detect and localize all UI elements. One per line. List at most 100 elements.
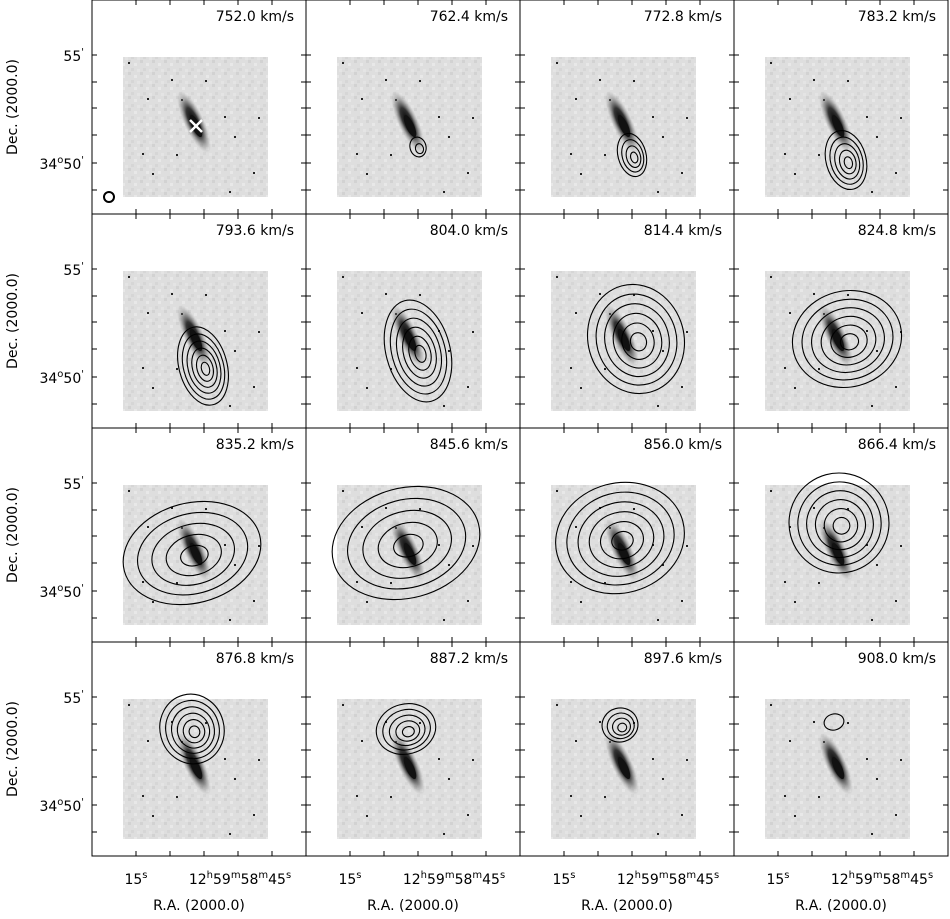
contour (165, 700, 220, 760)
contour (824, 130, 868, 190)
tick-label-part: 50 (63, 585, 81, 601)
star (575, 526, 577, 528)
star (342, 704, 344, 706)
star (652, 330, 654, 332)
contour (616, 132, 648, 178)
contour (625, 145, 642, 169)
star (580, 601, 582, 603)
tick-label-sup: s (784, 870, 789, 881)
velocity-label: 876.8 km/s (216, 651, 294, 667)
star (467, 386, 469, 388)
contour (331, 485, 481, 601)
star (147, 740, 149, 742)
y-axis-label: Dec. (2000.0) (5, 59, 21, 155)
star (176, 582, 178, 584)
star (152, 387, 154, 389)
star (176, 154, 178, 156)
star (570, 581, 572, 583)
star (784, 581, 786, 583)
velocity-label: 814.4 km/s (644, 223, 722, 239)
contour (382, 708, 431, 751)
contour (393, 533, 424, 558)
star (366, 815, 368, 817)
contour (395, 317, 443, 387)
star (866, 758, 868, 760)
star (686, 545, 688, 547)
star (662, 778, 664, 780)
panel: 752.0 km/s (91, 0, 307, 215)
contour (191, 347, 218, 388)
star (467, 172, 469, 174)
star (385, 507, 387, 509)
contour (362, 509, 453, 579)
tick-label: 55' (63, 261, 84, 279)
tick-label: 15s (766, 870, 789, 888)
contour (409, 136, 427, 158)
star (662, 564, 664, 566)
star (789, 98, 791, 100)
contour (122, 500, 262, 606)
star (171, 79, 173, 81)
tick-label-part: 55 (63, 477, 81, 493)
star (361, 98, 363, 100)
star (443, 405, 445, 407)
star (366, 173, 368, 175)
star (472, 331, 474, 333)
star (657, 619, 659, 621)
tick-label-sup: s (928, 870, 933, 881)
star (604, 796, 606, 798)
tick-label-part: 59 (427, 872, 445, 888)
star (419, 508, 421, 510)
velocity-label: 866.4 km/s (858, 437, 936, 453)
tick-label: 55' (63, 475, 84, 493)
star (176, 796, 178, 798)
star (866, 330, 868, 332)
contour (170, 706, 216, 754)
panel: 856.0 km/s (519, 427, 735, 643)
star (662, 136, 664, 138)
contour (788, 472, 890, 574)
star (224, 544, 226, 546)
tick-label-sup: s (356, 870, 361, 881)
contour (182, 719, 206, 744)
star (575, 312, 577, 314)
tick-label-part: 12 (617, 872, 635, 888)
star (686, 117, 688, 119)
contour (388, 714, 426, 747)
star (366, 601, 368, 603)
x-axis-label: R.A. (2000.0) (581, 898, 673, 914)
star (234, 564, 236, 566)
contour (389, 308, 448, 395)
contour (811, 307, 885, 373)
star (652, 758, 654, 760)
tick-label-sup: m (873, 870, 883, 881)
contour (165, 533, 222, 577)
contour (832, 516, 851, 535)
star (356, 581, 358, 583)
panel: 783.2 km/s (733, 0, 949, 215)
galaxy-core (831, 542, 845, 566)
panel: 814.4 km/s (519, 213, 735, 429)
star (575, 740, 577, 742)
contour (599, 521, 644, 560)
tick-label-sup: m (258, 870, 268, 881)
contour (151, 522, 236, 586)
velocity-label: 835.2 km/s (216, 437, 294, 453)
contour (200, 361, 211, 376)
tick-label-sup: ' (81, 797, 84, 808)
star (657, 405, 659, 407)
star (789, 526, 791, 528)
tick-label-sup: m (659, 870, 669, 881)
tick-label-part: 15 (338, 872, 356, 888)
contour (181, 333, 226, 400)
velocity-label: 762.4 km/s (430, 9, 508, 25)
star (876, 564, 878, 566)
tick-label-part: 45 (910, 872, 928, 888)
tick-label-part: 15 (766, 872, 784, 888)
contour (834, 143, 861, 180)
galaxy-core (403, 542, 417, 566)
contour (186, 340, 222, 394)
star (128, 704, 130, 706)
star (234, 350, 236, 352)
star (599, 293, 601, 295)
